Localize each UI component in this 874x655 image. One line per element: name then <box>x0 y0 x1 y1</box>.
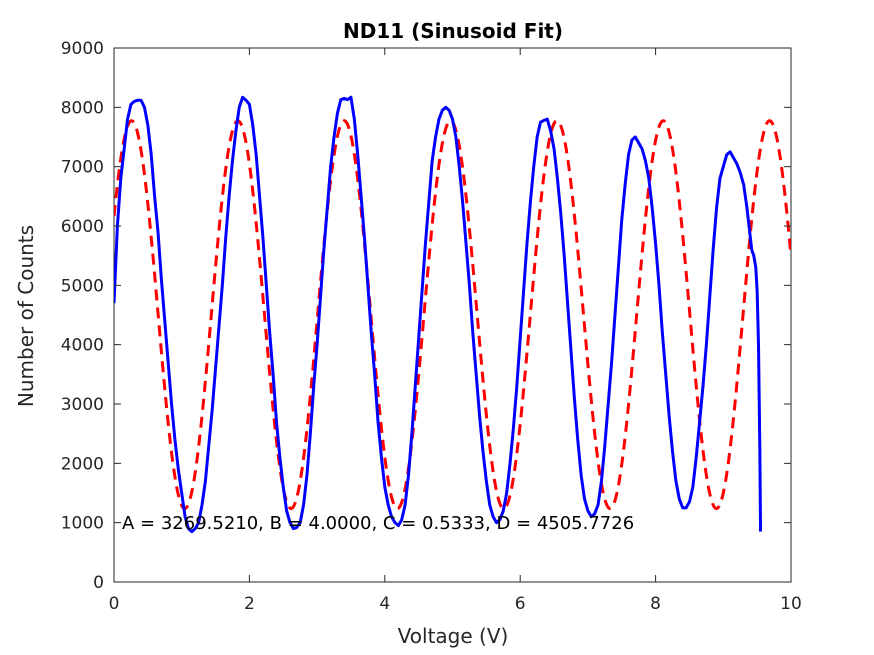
y-tick-label: 8000 <box>61 98 104 118</box>
y-axis-label: Number of Counts <box>14 225 38 407</box>
y-tick-label: 9000 <box>61 39 104 59</box>
x-tick-label: 6 <box>515 594 526 614</box>
x-tick-label: 4 <box>379 594 390 614</box>
fit-series-line <box>114 119 791 511</box>
plot-area <box>113 47 792 583</box>
y-tick-label: 3000 <box>61 395 104 415</box>
x-axis: 0 2 4 6 8 10 <box>109 48 802 614</box>
x-axis-label: Voltage (V) <box>398 624 509 648</box>
y-tick-label: 0 <box>93 573 104 593</box>
y-tick-label: 5000 <box>61 276 104 296</box>
y-tick-label: 6000 <box>61 217 104 237</box>
y-tick-label: 7000 <box>61 158 104 178</box>
x-tick-label: 0 <box>109 594 120 614</box>
x-tick-label: 2 <box>244 594 255 614</box>
y-tick-label: 2000 <box>61 454 104 474</box>
y-tick-label: 1000 <box>61 514 104 534</box>
x-tick-label: 10 <box>780 594 802 614</box>
data-series-line <box>114 95 763 534</box>
y-axis: 0 1000 2000 3000 4000 5000 6000 7000 8000 9000 <box>61 39 791 593</box>
chart-title: ND11 (Sinusoid Fit) <box>343 19 563 43</box>
y-tick-label: 4000 <box>61 336 104 356</box>
fit-parameters-annotation: A = 3269.5210, B = 4.0000, C = 0.5333, D… <box>122 513 634 534</box>
x-tick-label: 8 <box>650 594 661 614</box>
